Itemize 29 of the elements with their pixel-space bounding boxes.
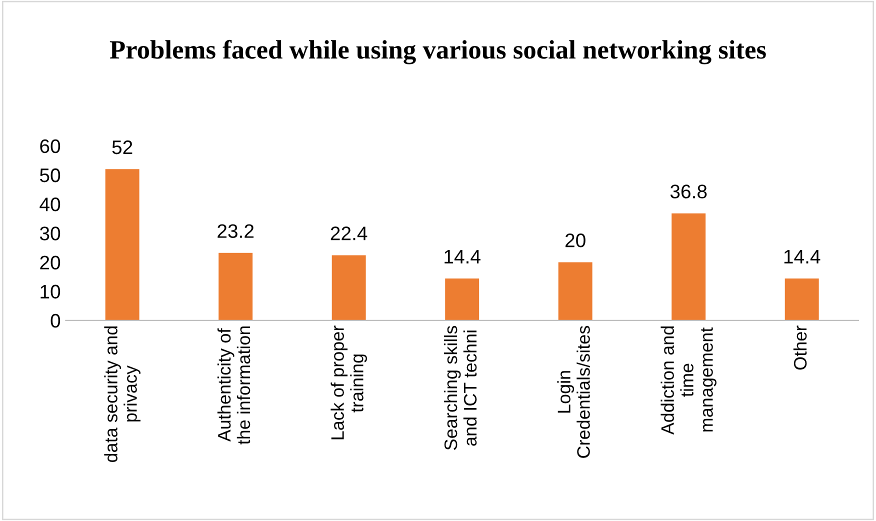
x-tick-label: Addiction and time management	[660, 326, 716, 435]
data-label: 36.8	[670, 184, 707, 198]
y-tick-label: 50	[40, 168, 60, 182]
data-label: 22.4	[330, 226, 368, 240]
y-tick-label: 0	[50, 314, 60, 328]
y-tick-label: 60	[40, 139, 60, 154]
bar	[105, 169, 140, 320]
data-label: 52	[112, 140, 132, 154]
data-label: 14.4	[444, 250, 480, 264]
x-tick-label: Lack of proper training	[330, 326, 367, 440]
chart-title: Problems faced while using various social networking sites	[110, 40, 766, 64]
data-label: 20	[566, 234, 586, 248]
bar	[445, 278, 480, 320]
bar	[332, 255, 366, 320]
bar	[218, 252, 253, 320]
x-tick-label: Other	[793, 326, 807, 370]
x-tick-label: Authenticity of the information	[217, 326, 250, 444]
y-tick-label: 20	[40, 256, 60, 270]
x-tick-label: Searching skills and ICT techni	[444, 326, 477, 450]
bar	[784, 278, 819, 320]
y-tick-label: 10	[40, 284, 60, 299]
data-label: 14.4	[784, 250, 820, 264]
x-tick-label: Login Credentials/sites	[557, 326, 590, 458]
bar	[672, 213, 706, 320]
y-tick-label: 40	[40, 198, 60, 212]
data-label: 23.2	[218, 224, 254, 238]
x-tick-label: data security and privacy	[104, 326, 140, 462]
bar	[558, 262, 592, 320]
y-tick-label: 30	[40, 226, 60, 240]
